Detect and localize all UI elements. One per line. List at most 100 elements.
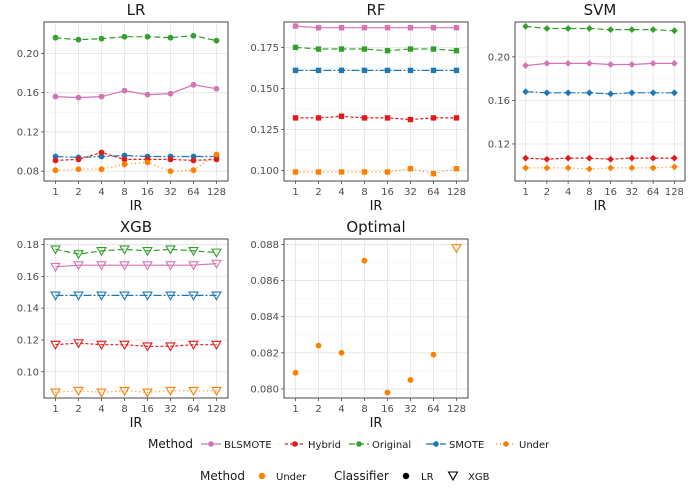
panel-svm-series-original-point [585,25,593,32]
optimal-legend-under-label: Under [276,472,307,483]
panel-xgb-series-original-point [211,248,222,258]
panel-svm-background [514,21,686,182]
panel-xgb-series-under-point [211,386,222,397]
panel-lr-series-blsmote-point [52,93,59,100]
panel-xgb-xtick-label: 16 [141,404,154,415]
panel-rf-series-hybrid-point [407,116,414,123]
panel-xgb-series-hybrid-point [188,340,199,351]
panel-svm-series-under-point [522,164,530,172]
panel-xgb-series-original-point [73,250,84,260]
panel-svm-series-smote-line [525,91,675,95]
legend-entry-original: Original [349,440,411,451]
panel-rf-series-under-line [295,168,457,175]
panel-lr-xtick-label: 64 [187,187,200,198]
panel-lr-background [43,21,229,182]
panel-svm-xtick-label: 32 [626,187,639,198]
panel-xgb-series-hybrid-point [50,340,61,351]
panel-svm-series-smote-point [564,89,572,97]
panel-lr-title: LR [127,1,146,19]
legend-entry-under: Under [496,440,550,451]
panel-lr-xtick-label: 2 [75,187,81,198]
panel-rf-series-blsmote-point [430,25,437,31]
panel-optimal-point-lr [407,377,414,383]
panel-optimal-background [283,238,469,399]
panel-xgb-xtick-label: 64 [187,404,200,415]
panel-rf-series-blsmote-point [407,25,414,31]
panel-xgb-series-under-point [50,388,61,398]
panel-rf-series-blsmote-line [295,25,457,29]
classifier-legend-lr-marker [402,472,410,480]
panel-rf-series-smote-point [430,67,437,74]
panel-lr-series-smote-line [55,154,217,159]
panel-xgb-ytick-label: 0.16 [17,272,39,283]
legend-blsmote-marker [208,441,214,447]
panel-rf-border [283,21,469,182]
panel-xgb: 0.10 0.12 0.14 0.16 0.18 1 2 4 8 16 32 64 128 XGB IR [17,218,229,431]
panel-rf-series-blsmote-point [292,23,299,29]
panel-rf-xlabel: IR [370,199,383,214]
panel-optimal-xtick-label: 128 [447,404,466,415]
method-legend-title: Method [148,437,193,451]
panel-lr-series-under-point [121,161,128,168]
legend-entry-smote: SMOTE [426,440,484,451]
panel-svm-series-smote-point [628,89,636,97]
panel-xgb-series-original-point [142,246,153,257]
panel-lr-series-original-point [213,37,220,44]
panel-xgb-series-under-point [119,386,130,397]
panel-svm-series-under-point [543,164,551,172]
panel-lr-ytick-label: 0.20 [17,49,39,60]
panel-rf-series-original-point [338,46,345,52]
panel-svm-series-original-point [564,25,572,32]
panel-svm-series-hybrid-point [522,154,530,162]
panel-lr-series-hybrid-point [75,156,82,163]
panel-rf-background [283,21,469,182]
panel-rf-series-hybrid-point [338,113,345,119]
panel-optimal-point-xgb [451,244,462,254]
legend-smote-marker [433,441,439,447]
panel-rf-series-under-point [338,169,345,175]
panel-rf-series-blsmote-point [453,25,460,31]
panel-svm-series-hybrid-point [607,155,615,163]
legend-smote-label: SMOTE [449,440,484,451]
panel-lr-series-original-point [121,33,128,40]
panel-svm-series-under-line [525,166,675,170]
panel-lr-series-hybrid-point [167,156,174,163]
panel-rf-series-blsmote-point [384,25,391,31]
panel-lr-series-blsmote-point [190,81,197,88]
panel-rf-series-under-point [292,169,299,175]
classifier-legend-title: Classifier [334,469,389,483]
panel-lr-xtick-label: 32 [164,187,177,198]
panel-rf-series-under-point [384,169,391,175]
panel-xgb-series-blsmote-point [165,261,176,271]
panel-lr-series-hybrid-point [121,156,128,163]
panel-svm-series-original-point [607,26,615,34]
panel-xgb-series-hybrid-point [96,340,107,351]
panel-xgb-series-smote-point [165,291,176,301]
panel-lr-series-original-point [75,36,82,43]
panel-lr-series-hybrid-point [190,157,197,164]
panel-svm-series-original-point [670,27,678,35]
panel-xgb-series-original-point [119,245,130,255]
legend-hybrid-label: Hybrid [308,440,341,451]
panel-optimal-point-lr [384,389,391,396]
panel-lr-series-blsmote-point [75,94,82,101]
panel-svm-xlabel: IR [594,199,607,214]
panel-lr-series-blsmote-point [121,87,128,94]
panel-svm-xtick-label: 128 [665,187,684,198]
panel-rf-series-blsmote-point [361,25,368,31]
panel-svm-xtick-label: 1 [522,187,528,198]
panel-svm-series-smote-point [543,89,551,97]
panel-svm-series-blsmote-point [649,59,657,67]
panel-optimal-point-lr [361,257,368,264]
panel-optimal-point-lr [315,342,322,349]
legend-original-marker [356,441,362,447]
panel-lr-series-under-point [167,168,174,175]
panel-optimal-xtick-label: 4 [338,404,344,415]
panel-xgb-series-original-point [50,245,61,255]
panel-lr-series-original-point [98,35,105,42]
panel-lr-xtick-label: 4 [98,187,104,198]
panel-svm-series-blsmote-point [628,61,636,68]
panel-svm-series-blsmote-point [522,62,530,69]
panel-svm-series-under-point [628,164,636,172]
panel-rf-series-original-point [430,46,437,52]
